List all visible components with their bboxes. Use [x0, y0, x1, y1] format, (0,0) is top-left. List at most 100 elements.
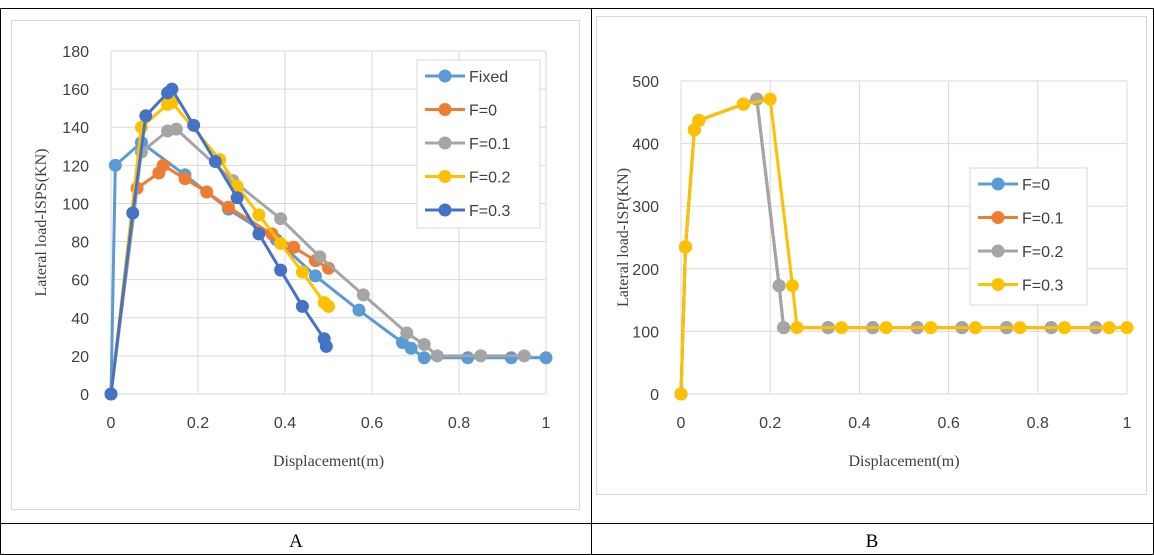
chart-b-x-axis-title: Displacement(m): [848, 453, 959, 470]
chart-a-x-tick-label: 0.6: [361, 415, 383, 432]
chart-a-series-f-0-1-point: [400, 326, 414, 340]
chart-a-y-axis-title: Lateral load-ISPS(KN): [33, 149, 50, 297]
chart-a-series-f-0-point: [322, 261, 335, 275]
chart-b-series-f-0-3-point: [835, 321, 849, 335]
chart-a-series-fixed-point: [461, 351, 475, 365]
chart-a-legend-f-0-1-swatch-marker: [438, 136, 452, 150]
caption-a: A: [289, 531, 303, 552]
chart-a-series-f-0-3-point: [165, 82, 179, 96]
chart-a-series-f-0-2-point: [274, 236, 288, 250]
caption-b: B: [866, 531, 879, 552]
chart-a-frame: [11, 20, 580, 510]
chart-a: 0 0.2 0.4 0.6 0.8 1 0 20 40 60 80 100 120 140 160 180 Di…: [33, 44, 553, 470]
chart-a-legend-f-0-1-label: F=0.1: [469, 136, 510, 153]
chart-a-y-tick-label: 20: [71, 349, 89, 366]
chart-a-series-f-0-2-point: [252, 208, 266, 222]
chart-b-legend-f-0-3-label: F=0.3: [1022, 278, 1063, 295]
chart-a-series-f-0-2-point: [322, 299, 335, 313]
chart-a-series-f-0-3-point: [252, 227, 266, 241]
chart-a-legend-f-0-3-label: F=0.3: [469, 203, 510, 220]
chart-a-series-f-0-1-point: [274, 212, 288, 226]
chart-b-series-f-0-3-point: [763, 92, 777, 106]
chart-a-series-f-0-point: [200, 185, 214, 199]
chart-a-series-f-0-3-point: [139, 109, 153, 123]
chart-a-series-f-0-1-point: [313, 250, 327, 264]
chart-a-x-tick-label: 0.2: [187, 415, 209, 432]
chart-b-y-tick-label: 500: [632, 74, 659, 91]
chart-a-x-tick-label: 0.4: [274, 415, 296, 432]
chart-a-y-tick-label: 140: [62, 120, 89, 137]
chart-b-x-tick-label: 1: [1123, 415, 1132, 432]
chart-a-legend-fixed-label: Fixed: [469, 69, 508, 86]
chart-b-series-f-0-3-point: [678, 240, 692, 254]
chart-b-frame: [596, 16, 1147, 495]
chart-a-y-tick-label: 180: [62, 44, 89, 61]
chart-a-series-f-0-1-point: [474, 349, 488, 363]
chart-b-y-tick-label: 200: [632, 262, 659, 279]
chart-b-series-f-0-3-point: [790, 321, 804, 335]
chart-b-series-f-0-3-point: [968, 321, 982, 335]
chart-a-series-f-0-1-point: [356, 288, 370, 302]
chart-a-series-fixed-point: [352, 303, 366, 317]
chart-b-y-axis-title: Lateral load-ISP(KN): [615, 168, 632, 307]
chart-b-series-f-0-3-point: [1102, 321, 1116, 335]
chart-a-y-tick-label: 0: [80, 387, 89, 404]
chart-b-y-tick-label: 100: [632, 324, 659, 341]
chart-b-legend-box: [969, 167, 1088, 306]
chart-a-series-f-0-3-point: [319, 339, 333, 353]
chart-a-series-f-0-1-point: [430, 349, 444, 363]
chart-b-legend-f-0-1-label: F=0.1: [1022, 211, 1063, 228]
chart-b-x-tick-label: 0.2: [759, 415, 781, 432]
chart-a-series-f-0-3-point: [126, 206, 140, 220]
chart-a-series-f-0-point: [221, 200, 235, 214]
chart-a-series-fixed-point: [308, 269, 322, 283]
chart-b-series-f-0-3-point: [1058, 321, 1072, 335]
chart-b-x-tick-label: 0: [677, 415, 686, 432]
chart-a-series-f-0-1-point: [517, 349, 531, 363]
chart-b-series-f-0-3-point: [736, 97, 750, 111]
chart-b-series-f-0-3-point: [786, 279, 799, 293]
chart-a-x-tick-label: 0.8: [448, 415, 470, 432]
chart-a-legend-f-0-2-label: F=0.2: [469, 170, 510, 187]
chart-b-y-tick-label: 300: [632, 199, 659, 216]
chart-a-x-tick-label: 1: [542, 415, 551, 432]
chart-a-x-axis-title: Displacement(m): [273, 453, 384, 470]
chart-a-series-fixed-point: [539, 351, 553, 365]
chart-a-y-tick-label: 160: [62, 82, 89, 99]
chart-a-y-tick-label: 40: [71, 311, 89, 328]
chart-a-series-f-0-point: [156, 158, 170, 172]
chart-a-series-fixed-point: [404, 341, 418, 355]
chart-a-series-f-0-3-point: [274, 263, 288, 277]
chart-b-x-tick-label: 0.4: [848, 415, 870, 432]
chart-a-series-f-0-point: [287, 240, 301, 254]
chart-b-y-tick-label: 0: [650, 387, 659, 404]
chart-a-series-f-0-3-point: [230, 191, 244, 205]
chart-b-x-tick-label: 0.8: [1027, 415, 1049, 432]
chart-b-series-f-0-3-point: [1013, 321, 1027, 335]
chart-a-series-f-0-1-point: [417, 337, 431, 351]
chart-a-series-f-0-point: [178, 172, 192, 186]
chart-b-series-f-0-3-point: [879, 321, 893, 335]
chart-b-legend-f-0-2-label: F=0.2: [1022, 244, 1063, 261]
chart-b-series-f-0-3-point: [924, 321, 938, 335]
chart-b-series-f-0-3-point: [692, 113, 706, 127]
chart-a-y-tick-label: 120: [62, 158, 89, 175]
chart-a-series-fixed-point: [108, 158, 122, 172]
chart-a-legend-f-0-swatch-marker: [438, 103, 452, 116]
chart-a-legend-f-0-3-swatch-marker: [438, 203, 452, 217]
chart-b-legend-f-0-label: F=0: [1022, 177, 1050, 194]
chart-b-legend-f-0-1-swatch-marker: [991, 211, 1005, 224]
chart-a-series-f-0-1-point: [169, 122, 183, 136]
chart-b-x-tick-label: 0.6: [937, 415, 959, 432]
chart-b-y-tick-label: 400: [632, 137, 659, 154]
chart-a-series-f-0-2-point: [295, 265, 309, 279]
chart-b-series-f-0-3-point: [674, 387, 688, 401]
chart-a-series-f-0-3-point: [104, 387, 118, 401]
chart-b-series-f-0-2-point: [772, 279, 786, 293]
chart-a-x-tick-label: 0: [107, 415, 116, 432]
chart-b: 0 0.2 0.4 0.6 0.8 1 0 100 200 300 400 500 Displaceme…: [615, 74, 1134, 470]
chart-a-series-f-0-3-point: [187, 118, 201, 132]
chart-a-y-tick-label: 60: [71, 273, 89, 290]
chart-a-series-f-0-3-point: [208, 155, 222, 169]
